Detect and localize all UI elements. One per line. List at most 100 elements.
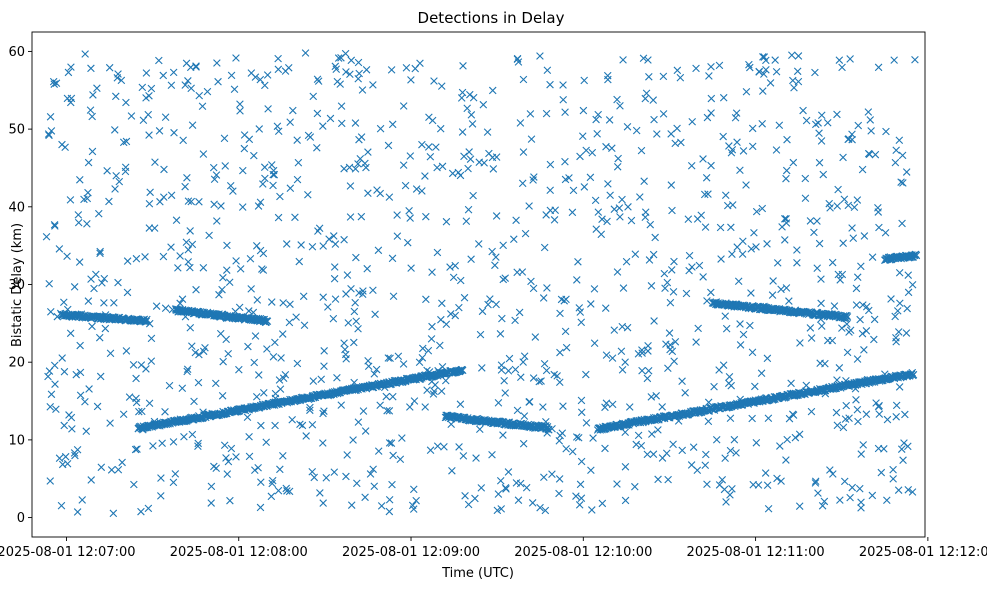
detection-point	[590, 339, 599, 347]
detection-point	[499, 275, 508, 284]
detection-point	[557, 295, 566, 304]
detection-point	[429, 390, 438, 398]
detection-point	[464, 205, 473, 214]
detection-point	[466, 90, 474, 99]
detection-point	[575, 304, 584, 312]
detection-point	[223, 241, 231, 250]
detection-point	[681, 389, 689, 397]
detection-point	[96, 247, 104, 256]
detection-point	[217, 202, 225, 210]
detection-point	[659, 110, 668, 118]
detection-point	[542, 421, 550, 430]
detection-point	[793, 258, 801, 267]
detection-point	[122, 137, 131, 146]
detection-point	[245, 452, 254, 461]
detection-point	[530, 173, 538, 181]
detection-point	[372, 365, 381, 374]
detection-point	[576, 152, 584, 161]
detection-point	[147, 84, 156, 93]
detection-point	[292, 313, 300, 321]
detection-point	[520, 352, 529, 360]
detection-point	[354, 58, 363, 67]
detection-point	[313, 75, 322, 84]
detection-point	[875, 223, 883, 232]
detection-point	[734, 277, 743, 286]
detection-point	[343, 271, 352, 279]
detection-point	[110, 126, 119, 134]
detection-point	[389, 392, 397, 401]
detection-point	[601, 444, 609, 453]
detection-point	[60, 367, 69, 376]
detection-point	[904, 442, 912, 451]
detection-point	[892, 401, 901, 410]
detection-point	[647, 393, 656, 401]
detection-point	[418, 140, 426, 149]
detection-point	[497, 361, 506, 369]
detection-point	[221, 162, 230, 170]
detection-point	[763, 354, 772, 363]
detection-point	[377, 502, 386, 510]
detection-point	[246, 254, 255, 263]
detection-point	[274, 65, 283, 74]
detection-point	[304, 190, 312, 199]
detection-point	[505, 354, 514, 363]
detection-point	[336, 80, 344, 88]
detection-point	[344, 319, 353, 327]
detection-point	[540, 243, 549, 252]
detection-point	[486, 295, 494, 303]
detection-point	[853, 405, 862, 414]
detection-point	[816, 315, 825, 323]
detection-point	[285, 487, 294, 496]
detection-point	[408, 501, 417, 510]
detection-point	[736, 341, 745, 349]
detection-point	[895, 268, 904, 277]
detection-point	[285, 318, 294, 327]
detection-point	[587, 466, 595, 475]
detection-point	[459, 62, 467, 70]
detection-point	[448, 466, 456, 475]
detection-point	[478, 364, 486, 372]
detection-point	[238, 203, 247, 211]
detection-point	[225, 278, 234, 287]
detection-point	[169, 68, 178, 77]
detection-point	[119, 138, 128, 147]
detection-point	[363, 264, 371, 273]
detection-point	[604, 180, 612, 188]
detection-point	[188, 430, 197, 439]
detection-point	[244, 342, 252, 351]
detection-point	[742, 181, 750, 189]
detection-point	[788, 51, 796, 59]
detection-point	[856, 484, 864, 493]
detection-point	[433, 248, 442, 257]
detection-point	[187, 197, 196, 206]
detection-point	[222, 454, 230, 462]
detection-point	[601, 304, 610, 312]
detection-point	[902, 168, 911, 176]
detection-point	[478, 307, 487, 316]
detection-point	[542, 366, 551, 375]
detection-point	[669, 440, 677, 449]
detection-point	[380, 383, 389, 392]
detection-point	[158, 439, 166, 448]
detection-point	[45, 131, 53, 140]
detection-point	[393, 232, 402, 240]
detection-point	[460, 293, 469, 302]
detection-point	[707, 94, 716, 103]
detection-point	[178, 295, 187, 303]
detection-point	[899, 456, 907, 464]
detection-point	[387, 66, 396, 74]
x-tick-label: 2025-08-01 12:12:00	[859, 545, 987, 560]
detection-point	[543, 66, 552, 75]
detection-point	[262, 438, 270, 447]
detection-point	[820, 497, 829, 506]
detection-point	[529, 284, 538, 293]
detection-point	[594, 208, 603, 216]
detection-point	[601, 403, 609, 412]
detection-point	[790, 391, 799, 400]
detection-point	[277, 354, 285, 362]
detection-point	[172, 216, 181, 225]
detection-point	[183, 365, 192, 374]
detection-point	[576, 480, 585, 489]
detection-point	[668, 206, 676, 215]
detection-point	[271, 338, 279, 347]
